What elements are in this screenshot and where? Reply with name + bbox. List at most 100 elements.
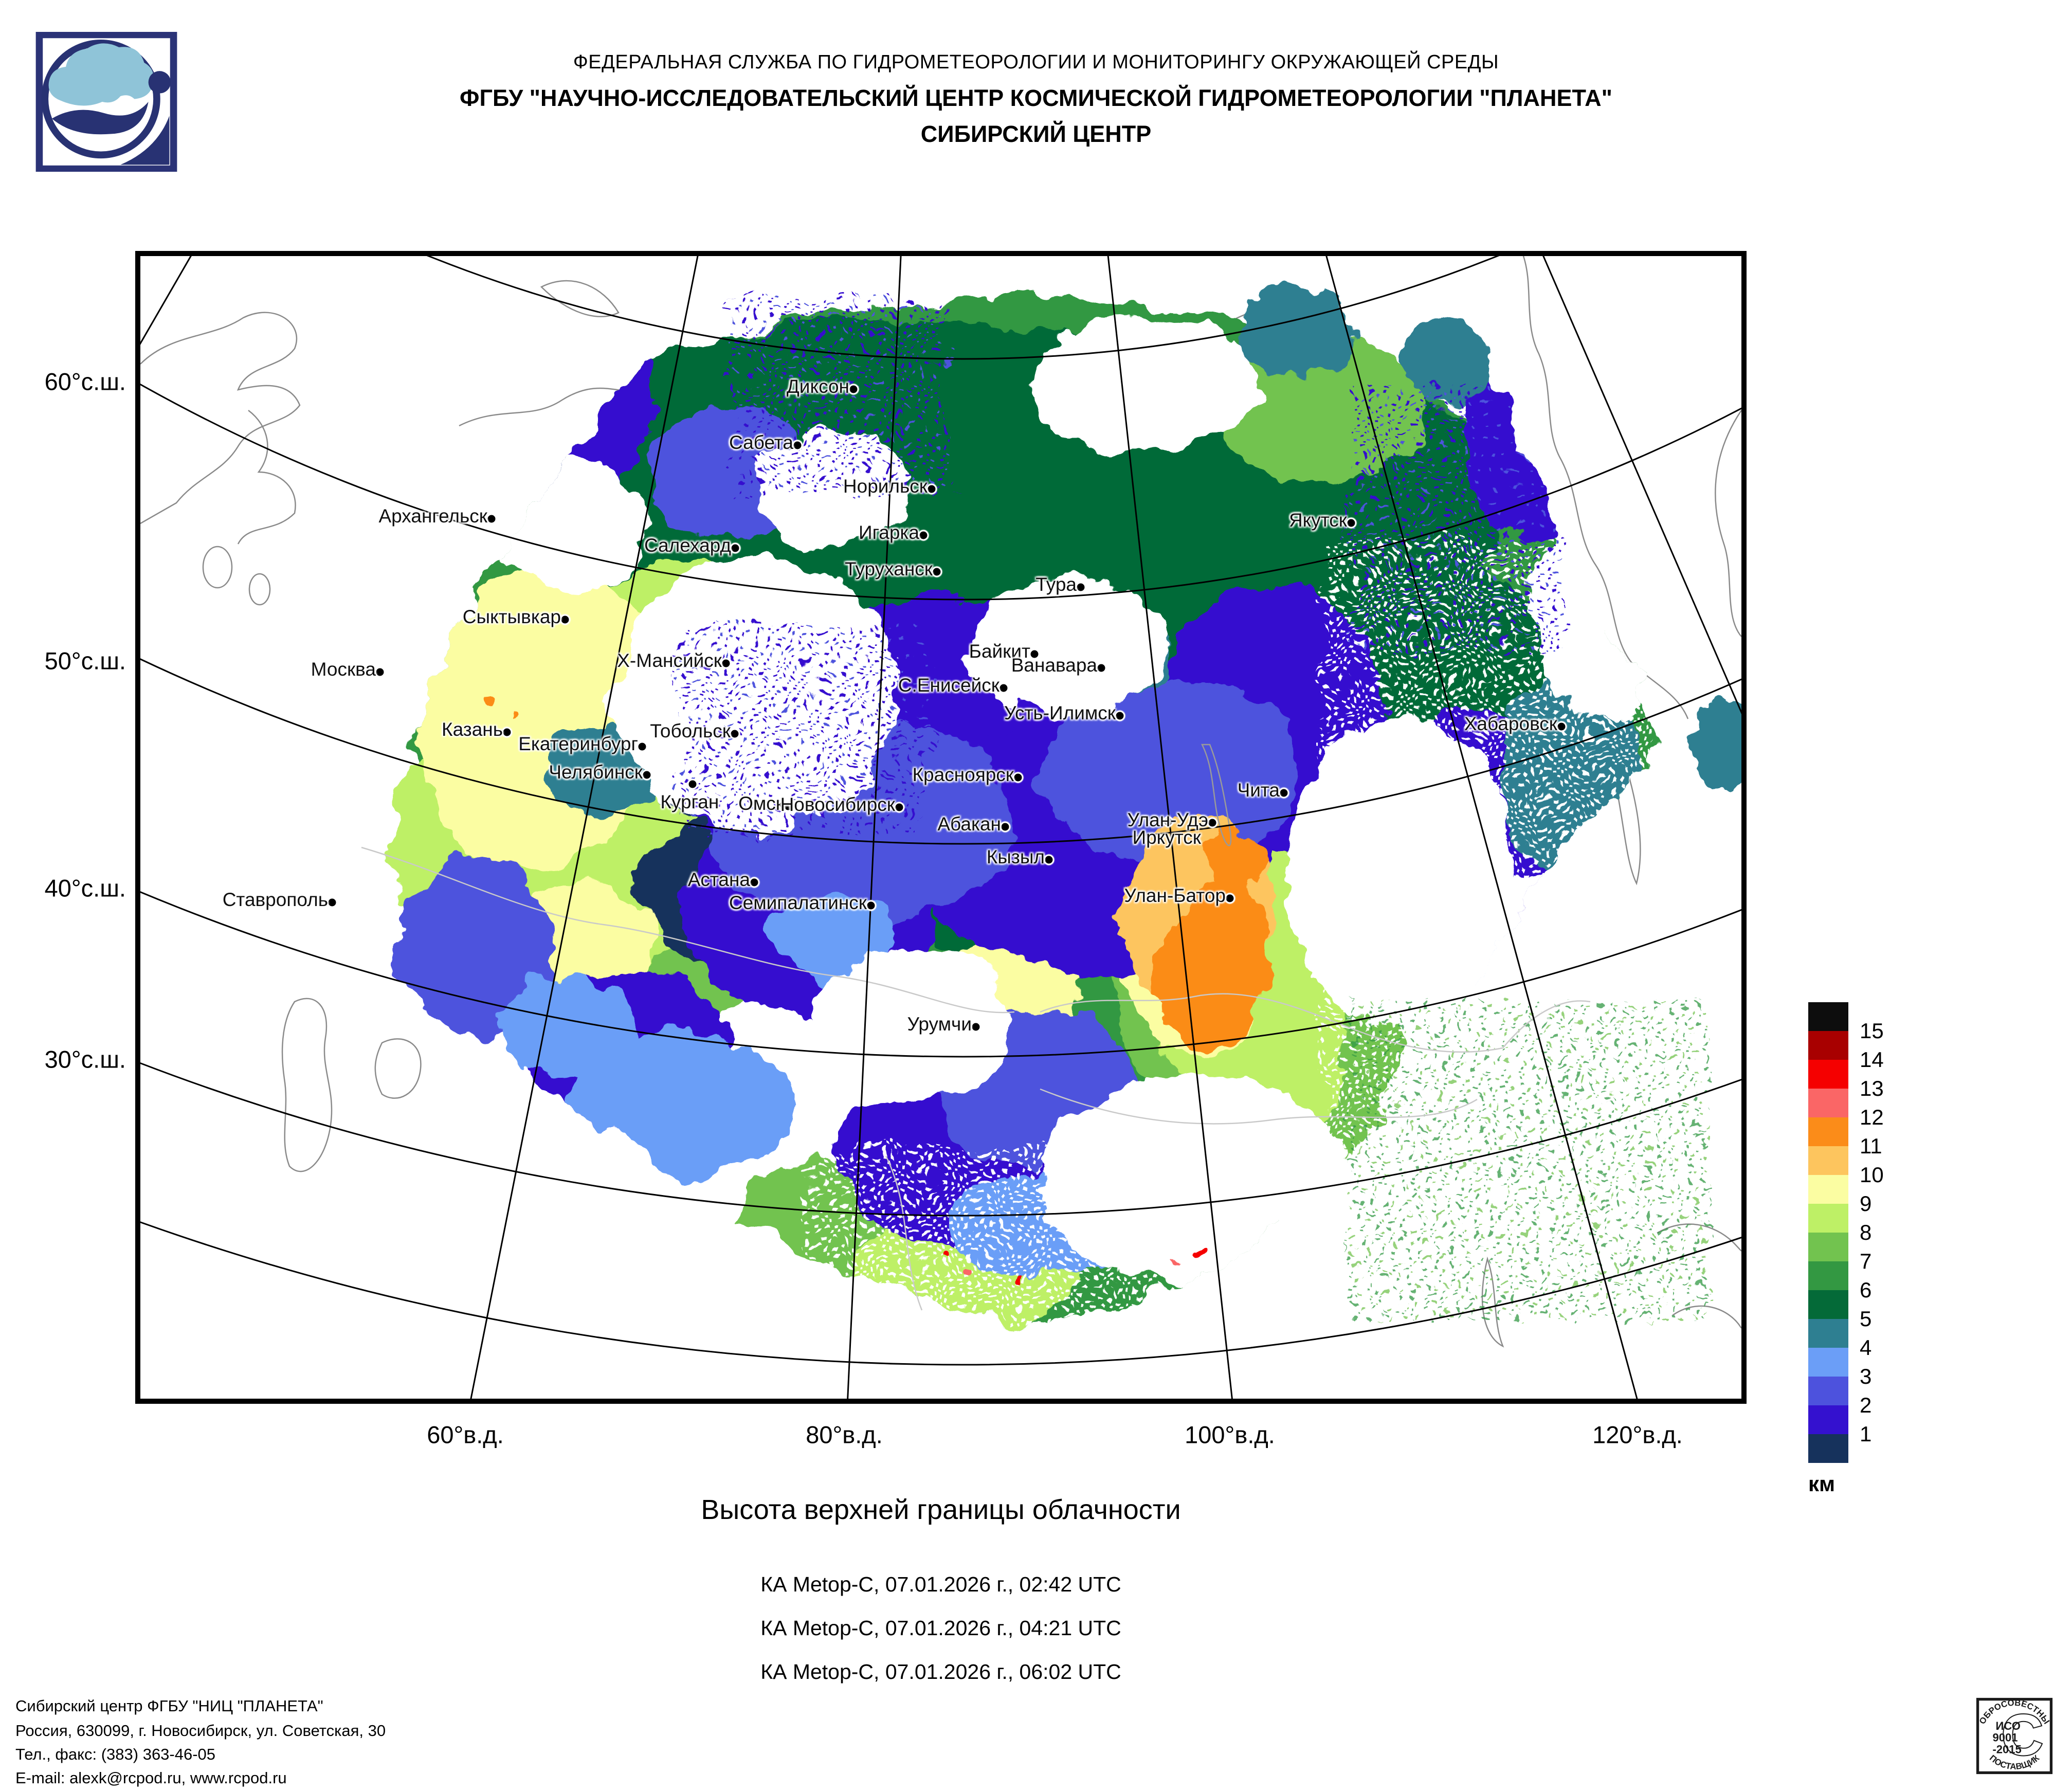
lon-label: 60°в.д. (427, 1421, 504, 1449)
city-label: Астана (687, 869, 750, 890)
city-label: Сыктывкар (462, 606, 561, 627)
legend-colorbar: 15 14 13 12 11 10 9 8 7 6 5 4 3 2 1 (1808, 1002, 1962, 1463)
satellite-pass-line: КА Metop-C, 07.01.2026 г., 04:21 UTC (760, 1616, 1121, 1640)
city-dot (374, 666, 386, 678)
city-label: Москва (311, 658, 376, 680)
city-label: Улан-Удэ (1127, 809, 1208, 830)
city-dot (637, 741, 648, 752)
stamp-letter-c: С (2002, 1702, 2043, 1767)
city-label: Диксон (786, 375, 849, 397)
city-dot (865, 900, 877, 911)
city-dot (687, 779, 698, 790)
city-label: Семипалатинск (729, 892, 867, 913)
city-dot (1346, 517, 1357, 529)
legend-swatch (1808, 1290, 1848, 1319)
city-dot (999, 821, 1011, 833)
city-dot (848, 384, 859, 395)
legend-value: 7 (1860, 1249, 1872, 1273)
legend-value: 1 (1860, 1422, 1872, 1446)
city-dot (1012, 772, 1024, 783)
city-label: Иркутск (1132, 827, 1202, 848)
legend-swatch (1808, 1261, 1848, 1290)
city-dot (998, 682, 1009, 694)
city-dot (749, 877, 760, 888)
legend-value: 6 (1860, 1278, 1872, 1302)
city-label: Улан-Батор (1124, 884, 1226, 906)
city-label: Абакан (937, 813, 1001, 835)
graticule (140, 256, 1741, 1399)
legend-swatch (1808, 1319, 1848, 1348)
city-label: Сабета (729, 431, 793, 453)
city-label: Урумчи (907, 1013, 972, 1035)
city-label: Байкит (969, 640, 1030, 662)
legend-value: 9 (1860, 1191, 1872, 1216)
lake-baikal (1201, 744, 1232, 846)
map-title: Высота верхней границы облачности (701, 1494, 1181, 1525)
city-dot (1162, 816, 1174, 827)
city-dot (926, 483, 937, 495)
map-svg (140, 256, 1741, 1399)
city-dot (918, 530, 929, 541)
wave-icon (51, 102, 149, 135)
cloud-icon (48, 43, 154, 106)
footer-line: Сибирский центр ФГБУ "НИЦ "ПЛАНЕТА" (15, 1697, 323, 1715)
city-dot (1029, 648, 1040, 660)
satellite-pass-line: КА Metop-C, 07.01.2026 г., 06:02 UTC (760, 1660, 1121, 1684)
legend-swatch (1808, 1002, 1848, 1031)
city-label: Якутск (1288, 509, 1347, 531)
city-dot (783, 801, 794, 812)
city-dot (1278, 787, 1289, 799)
svg-text:9001: 9001 (1992, 1731, 2018, 1744)
satellite-pass-line: КА Metop-C, 07.01.2026 г., 02:42 UTC (760, 1572, 1121, 1596)
satellite-dot-icon (148, 71, 171, 94)
legend-value: 2 (1860, 1393, 1872, 1417)
org-line1: ФЕДЕРАЛЬНАЯ СЛУЖБА ПО ГИДРОМЕТЕОРОЛОГИИ … (573, 51, 1499, 73)
city-label: Челябинск (549, 761, 643, 783)
city-label: Красноярск (912, 764, 1014, 785)
city-label: Хабаровск (1464, 713, 1557, 734)
city-label: С.Енисейск (898, 674, 999, 696)
city-dot (894, 802, 905, 813)
city-dot (931, 566, 942, 577)
lat-label: 50°с.ш. (44, 647, 126, 675)
city-label: Новосибирск (780, 793, 895, 815)
city-dot (1114, 710, 1125, 721)
city-dot (1556, 721, 1567, 732)
city-dot (326, 897, 338, 908)
legend-swatch (1808, 1204, 1848, 1233)
legend-value: 3 (1860, 1364, 1872, 1388)
city-dot (729, 728, 740, 739)
city-label: Салехард (644, 534, 731, 556)
iso-stamp: ДОБРОСОВЕСТНЫЙ ПОСТАВЩИК С ИСО 9001 -201… (1972, 1697, 2053, 1775)
corner-shape-icon (120, 116, 170, 165)
legend-unit: км (1808, 1472, 1835, 1496)
legend-value: 14 (1860, 1047, 1884, 1072)
legend-swatch (1808, 1405, 1848, 1434)
legend-swatch (1808, 1377, 1848, 1405)
planeta-logo (35, 32, 177, 172)
city-label: Ставрополь (222, 889, 328, 910)
city-label: Казань (442, 718, 503, 740)
legend-swatch (1808, 1117, 1848, 1146)
city-label: Туруханск (844, 558, 933, 580)
lat-label: 30°с.ш. (44, 1045, 126, 1073)
lat-label: 40°с.ш. (44, 874, 126, 902)
city-label: Тура (1035, 573, 1077, 595)
city-dot (720, 658, 732, 669)
city-dot (1075, 582, 1086, 593)
orbit-icon (41, 39, 160, 159)
legend-swatch (1808, 1146, 1848, 1175)
city-label: Усть-Илимск (1004, 702, 1116, 723)
city-dot (641, 769, 652, 781)
footer-line: Россия, 630099, г. Новосибирск, ул. Сове… (15, 1722, 386, 1740)
city-label: Тобольск (650, 720, 731, 741)
svg-text:-2015: -2015 (1992, 1743, 2021, 1756)
legend-value: 13 (1860, 1076, 1884, 1100)
lon-label: 100°в.д. (1185, 1421, 1275, 1449)
city-label: Чита (1237, 779, 1280, 801)
legend-swatch (1808, 1060, 1848, 1089)
city-label: Курган (660, 791, 719, 812)
legend-swatch (1808, 1233, 1848, 1261)
svg-text:ИСО: ИСО (1996, 1720, 2021, 1732)
lon-label: 80°в.д. (806, 1421, 883, 1449)
